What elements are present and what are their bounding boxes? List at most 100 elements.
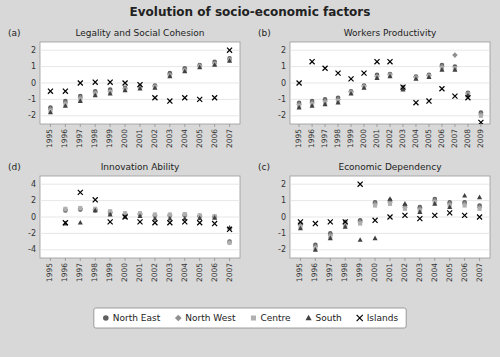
x-tick (360, 258, 361, 261)
grid-line (290, 99, 490, 100)
point (373, 203, 377, 207)
point (297, 105, 302, 110)
x-tick (402, 124, 403, 127)
x-tick-label: 2007 (475, 263, 484, 282)
y-tick-label: -2 (278, 245, 286, 254)
chart: Evolution of socio-economic factors -2 -1 0… (0, 0, 500, 357)
x-tick-label: 2004 (180, 129, 189, 148)
x-tick-label: 2001 (385, 263, 394, 282)
point (212, 62, 217, 67)
point (63, 220, 68, 225)
point (197, 215, 202, 220)
point (452, 67, 457, 72)
x-tick-label: 2007 (225, 263, 234, 282)
point (400, 85, 406, 91)
x-tick-label: 2000 (359, 129, 368, 148)
point (349, 76, 354, 81)
x-tick (95, 124, 96, 127)
marks (63, 190, 233, 245)
x-tick (154, 258, 155, 261)
y-tick-label: 2 (31, 46, 36, 55)
title: Evolution of socio-economic factors (130, 5, 371, 19)
series (63, 190, 232, 232)
x-tick (428, 124, 429, 127)
series (63, 208, 232, 230)
panel-title: Innovation Ability (101, 162, 180, 172)
series (297, 63, 483, 115)
point (413, 76, 418, 81)
grid-line (40, 200, 240, 201)
legend-marker (251, 315, 256, 320)
point (374, 59, 379, 64)
point (426, 73, 432, 79)
point (403, 207, 407, 211)
point (313, 247, 318, 252)
point (63, 207, 69, 213)
y-tick-label: -2 (278, 111, 286, 120)
point (402, 201, 407, 206)
point (477, 207, 481, 211)
x-tick (110, 124, 111, 127)
point (78, 206, 82, 210)
y-tick-label: 1 (281, 62, 286, 71)
legend-marker (175, 315, 182, 322)
y-tick-label: 1 (31, 62, 36, 71)
point (336, 100, 341, 105)
panel-label: (d) (8, 162, 21, 172)
x-tick-label: 1995 (295, 263, 304, 282)
panel-label: (a) (8, 28, 21, 38)
point (328, 236, 333, 241)
point (197, 220, 202, 225)
x-tick-label: 2005 (195, 263, 204, 282)
series (63, 206, 231, 245)
point (167, 74, 172, 79)
point (93, 208, 98, 213)
point (358, 237, 363, 242)
point (348, 89, 354, 95)
y-tick-label: 0 (31, 213, 36, 222)
y-tick-label: -1 (28, 95, 36, 104)
series (48, 56, 233, 112)
x-tick (404, 258, 405, 261)
x-tick (390, 258, 391, 261)
point (63, 207, 67, 211)
legend-item: North East (103, 313, 161, 323)
x-tick (325, 124, 326, 127)
panel-label: (b) (258, 28, 271, 38)
point (182, 95, 187, 100)
x-tick (315, 258, 316, 261)
point (227, 56, 233, 62)
point (361, 85, 366, 90)
point (462, 213, 467, 218)
point (387, 214, 392, 219)
series (298, 193, 482, 252)
point (167, 220, 172, 225)
point (452, 94, 457, 99)
x-tick-label: 2002 (150, 129, 159, 148)
x-tick (415, 124, 416, 127)
point (182, 219, 187, 224)
y-tick-label: 2 (281, 46, 286, 55)
point (92, 207, 98, 213)
y-tick-label: 4 (31, 180, 36, 189)
x-tick (464, 258, 465, 261)
x-tick-label: 1997 (320, 129, 329, 148)
x-tick (449, 258, 450, 261)
x-tick-label: 1996 (60, 129, 69, 148)
point (465, 95, 470, 100)
x-tick-label: 1998 (340, 263, 349, 282)
grid-line (290, 233, 490, 234)
point (123, 80, 128, 85)
grid-line (40, 99, 240, 100)
point (78, 98, 83, 103)
x-tick-label: 2003 (165, 263, 174, 282)
point (182, 67, 188, 73)
panel-label: (c) (258, 162, 270, 172)
x-tick-label: 2000 (120, 263, 129, 282)
panel-title: Economic Dependency (338, 162, 442, 172)
series (298, 200, 481, 250)
x-tick (50, 258, 51, 261)
grid-line (290, 50, 490, 51)
grid-line (40, 233, 240, 234)
point (152, 85, 157, 90)
